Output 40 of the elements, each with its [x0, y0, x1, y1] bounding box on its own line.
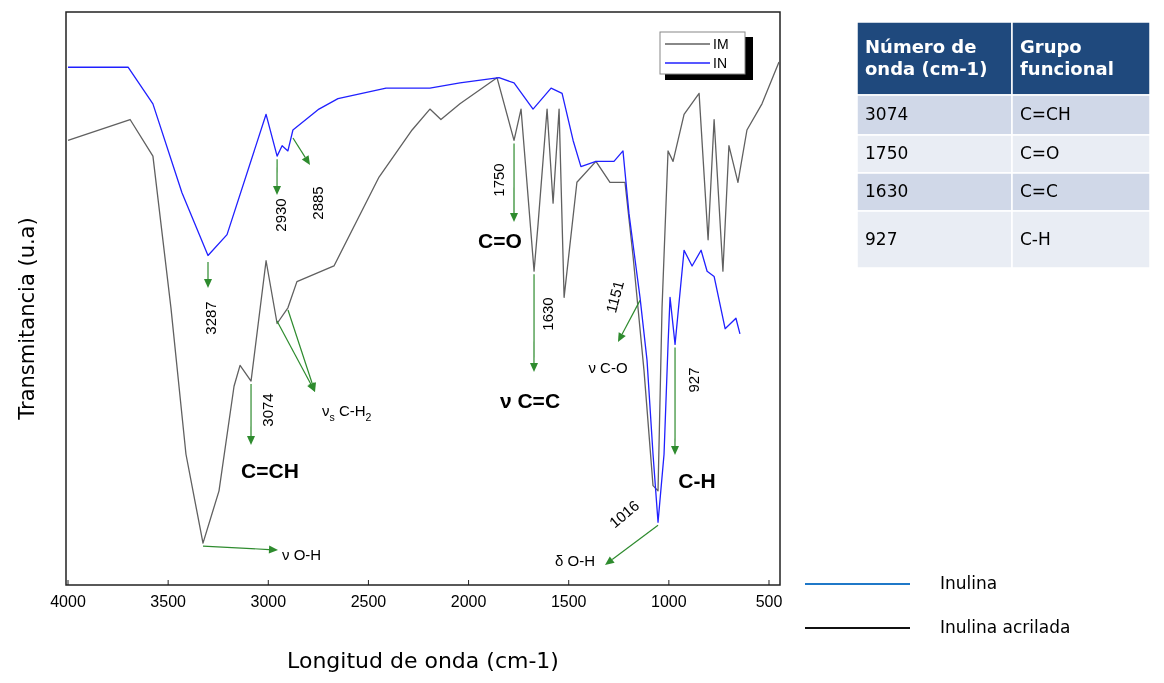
- annotation: 3074: [258, 393, 276, 427]
- text: C=C: [1020, 181, 1058, 201]
- x-tick-label: 3500: [150, 593, 187, 610]
- text: C=CH: [1020, 104, 1071, 124]
- text: Inulina: [940, 573, 998, 593]
- annotation: ν$_{s}$ C-H$_{2}$: [322, 401, 372, 423]
- x-axis-title: Longitud de onda (cm-1): [287, 648, 559, 673]
- annotation: ν C=C: [499, 388, 561, 412]
- annotation: ν C-O: [588, 358, 628, 376]
- x-tick-label: 4000: [50, 593, 86, 610]
- annotation: C=CH: [241, 458, 299, 482]
- y-axis-title: Transmitancia (u.a): [15, 217, 39, 421]
- annotation: 2885: [308, 186, 326, 220]
- annotation: 2930: [271, 198, 289, 232]
- text: C-H: [1020, 228, 1051, 249]
- legend-label: IM: [713, 36, 729, 52]
- x-tick-label: 2500: [350, 593, 387, 610]
- x-tick-label: 1500: [550, 593, 587, 610]
- text: 1630: [865, 181, 909, 201]
- text: C=O: [1020, 143, 1060, 163]
- x-tick-label: 2000: [450, 593, 487, 610]
- annotation: 1151: [602, 278, 627, 315]
- annotation: 927: [684, 367, 702, 393]
- annotation: 1630: [538, 297, 556, 331]
- text: Inulina acrilada: [940, 617, 1071, 637]
- annotation: 1750: [489, 163, 507, 197]
- annotation: 3287: [201, 301, 219, 335]
- text: 1750: [865, 143, 909, 163]
- annotation: C-H: [678, 468, 716, 492]
- x-tick-label: 500: [755, 593, 783, 610]
- legend-label: IN: [713, 55, 727, 71]
- annotation: C=O: [478, 228, 522, 252]
- annotation: δ O-H: [554, 551, 596, 569]
- annotation: ν O-H: [282, 545, 322, 563]
- x-tick-label: 3000: [250, 593, 287, 610]
- text: 927: [865, 228, 898, 249]
- text: 3074: [865, 104, 909, 124]
- x-tick-label: 1000: [651, 593, 687, 610]
- text: Grupo funcional: [1020, 35, 1114, 79]
- text: Número de onda (cm-1): [865, 35, 988, 79]
